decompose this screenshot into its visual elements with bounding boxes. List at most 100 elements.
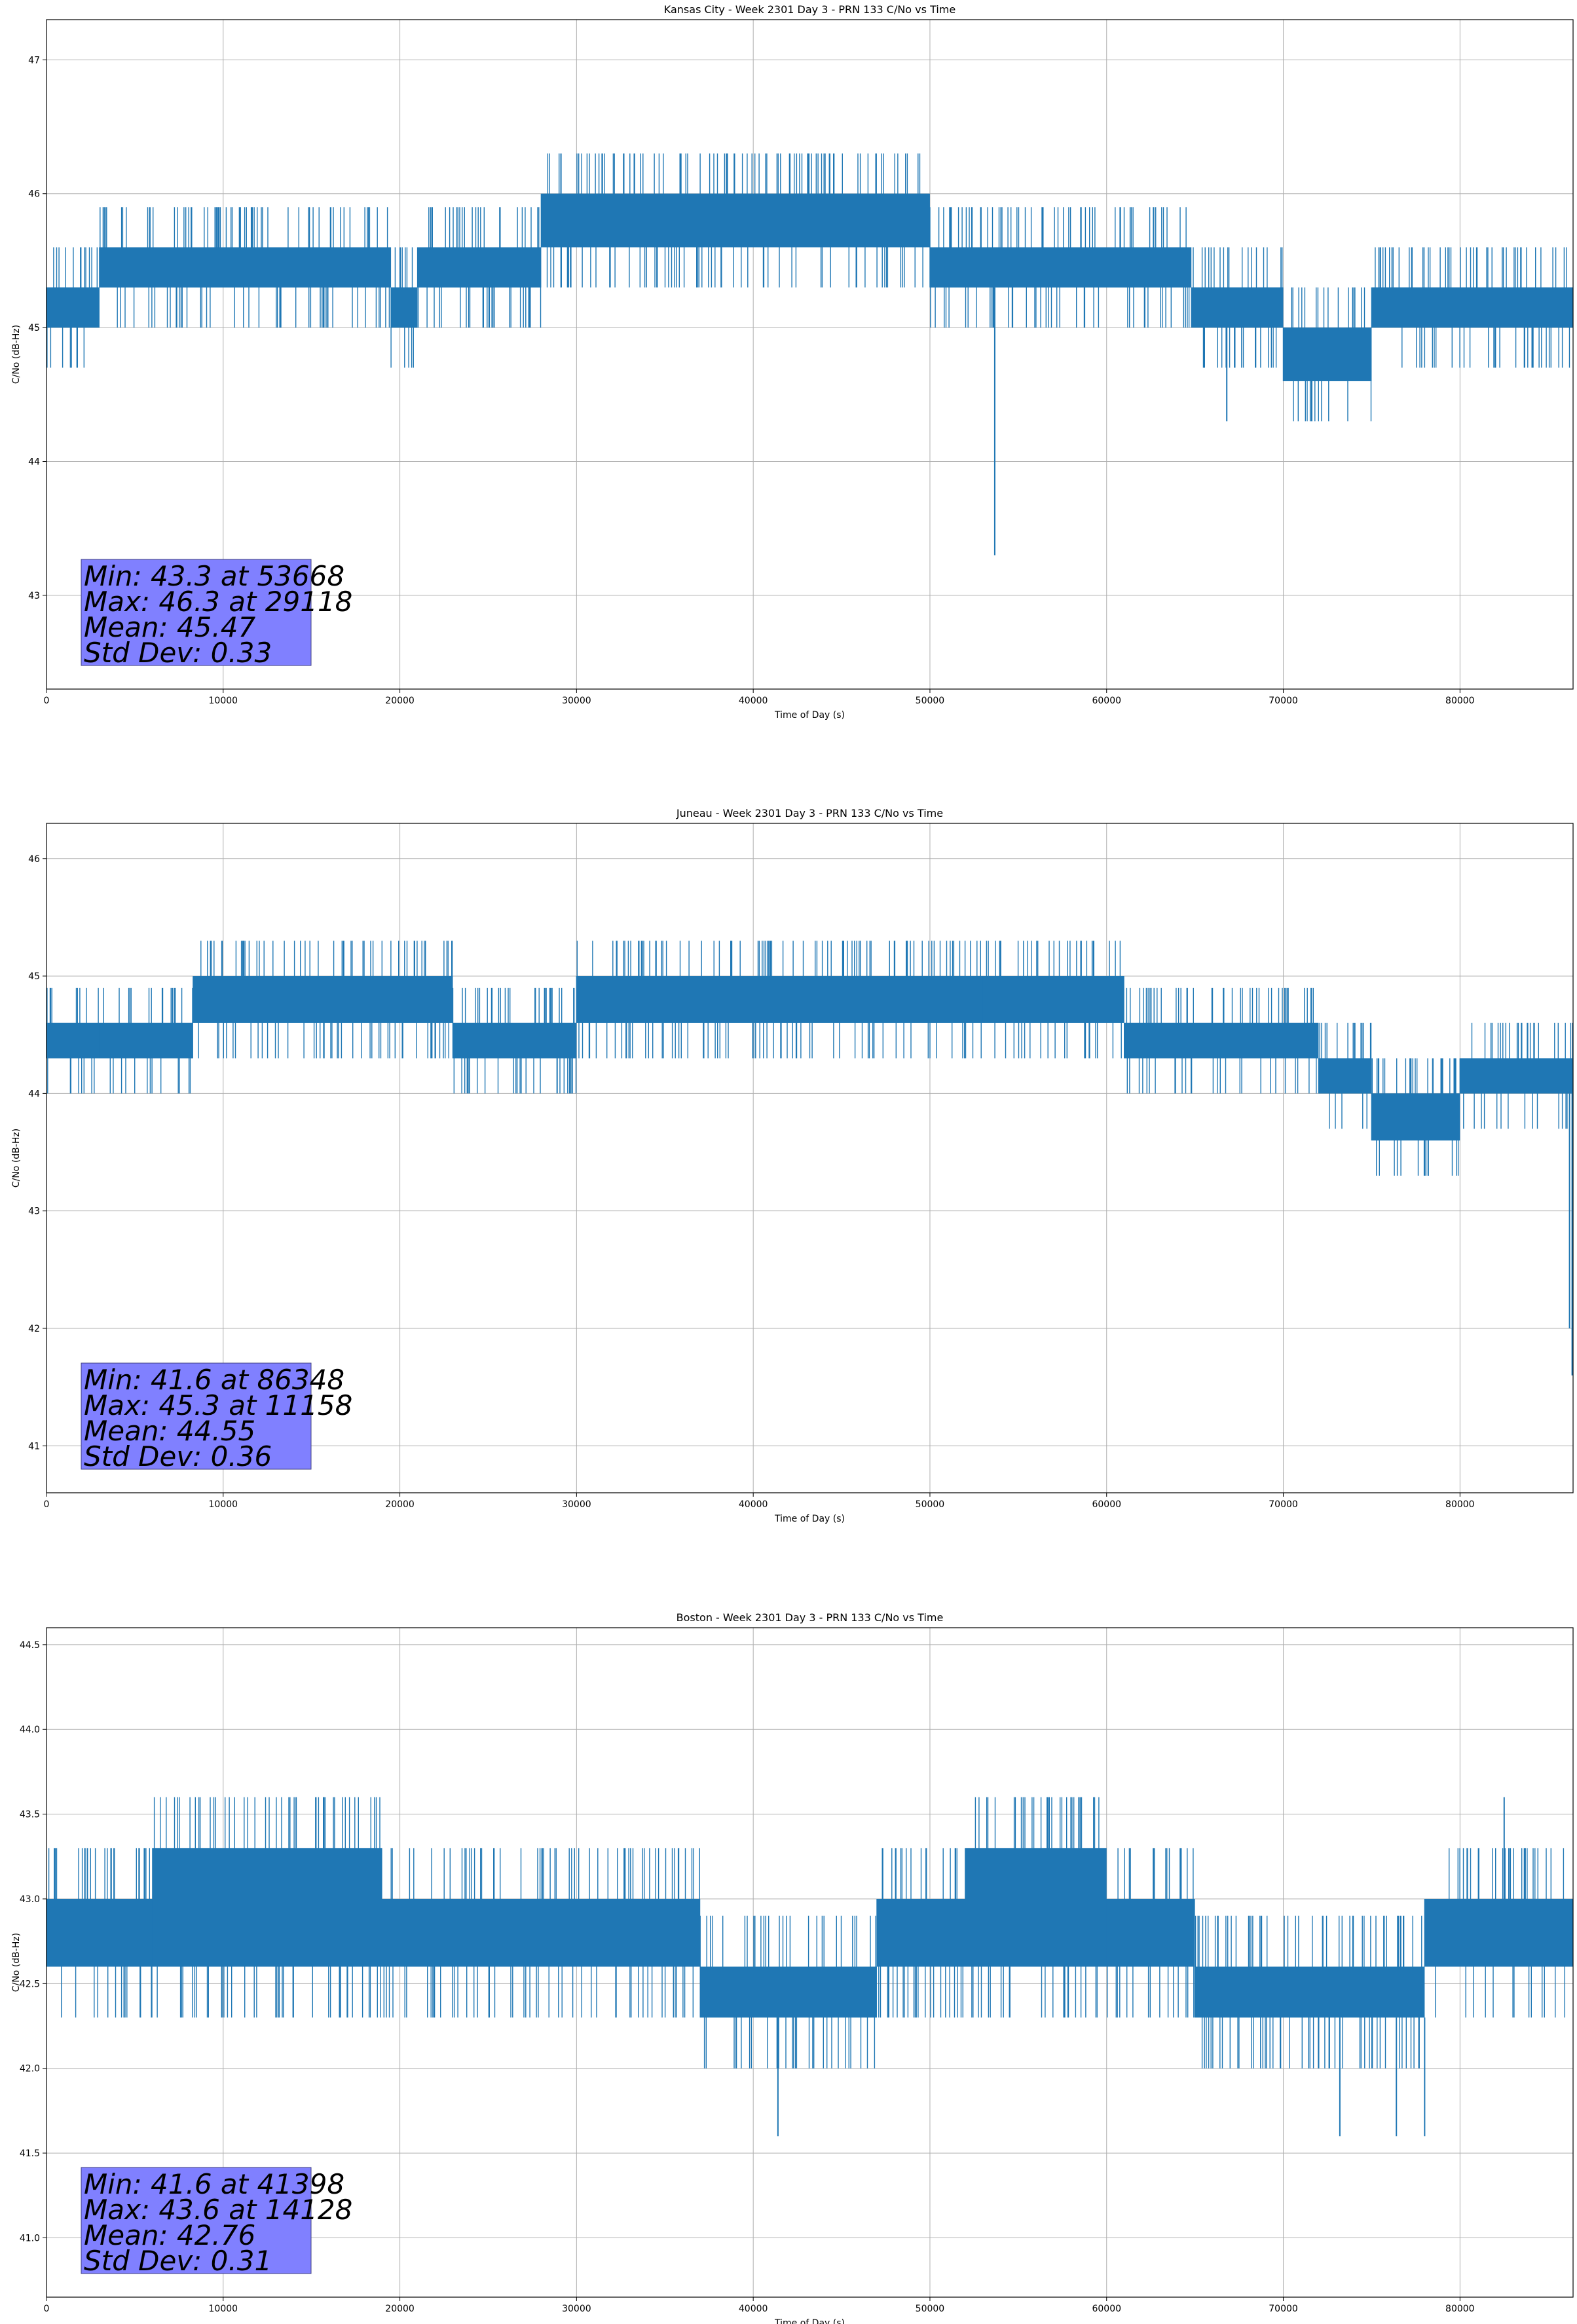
x-tick-label: 60000 <box>1092 696 1121 706</box>
chart-panel-3: Boston - Week 2301 Day 3 - PRN 133 C/No … <box>11 1611 1574 2324</box>
series-cno <box>46 153 1573 555</box>
series-band <box>1106 1898 1195 1967</box>
y-tick-label: 47 <box>28 55 40 66</box>
series-band <box>700 1966 878 2018</box>
series-band <box>1460 1058 1573 1094</box>
series-band <box>46 1022 100 1059</box>
x-tick-label: 60000 <box>1092 2304 1121 2314</box>
stats-line: Std Dev: 0.31 <box>84 2245 272 2277</box>
y-tick-label: 46 <box>28 189 40 200</box>
x-tick-label: 20000 <box>385 2304 415 2314</box>
series-band <box>1195 1966 1354 2018</box>
x-tick-label: 70000 <box>1269 1499 1298 1510</box>
series-band <box>193 976 453 1023</box>
y-tick-label: 45 <box>28 971 40 982</box>
stats-line: Min: 41.6 at 41398 <box>84 2168 344 2200</box>
y-axis-label: C/No (dB-Hz) <box>11 325 22 384</box>
y-tick-label: 42.0 <box>20 2064 40 2074</box>
x-tick-label: 20000 <box>385 1499 415 1510</box>
stats-line: Mean: 42.76 <box>84 2219 255 2251</box>
series-band <box>1354 1966 1425 2018</box>
series-band <box>382 1898 701 1967</box>
series-band <box>1191 287 1284 328</box>
x-tick-label: 0 <box>44 2304 50 2314</box>
axes-frame <box>46 19 1574 690</box>
x-tick-label: 40000 <box>739 1499 768 1510</box>
x-tick-label: 80000 <box>1445 696 1475 706</box>
x-tick-label: 50000 <box>916 1499 945 1510</box>
stats-line: Mean: 44.55 <box>84 1415 255 1447</box>
series-band <box>1424 1898 1573 1967</box>
series-cno <box>46 1797 1573 2137</box>
x-tick-label: 10000 <box>209 1499 238 1510</box>
stats-box <box>81 559 312 666</box>
chart-title: Juneau - Week 2301 Day 3 - PRN 133 C/No … <box>676 807 943 819</box>
series-band <box>99 1022 193 1059</box>
x-tick-label: 70000 <box>1269 696 1298 706</box>
series-band <box>46 287 100 328</box>
y-tick-label: 43 <box>28 591 40 601</box>
axes-frame <box>46 1627 1574 2298</box>
series-band <box>417 247 542 288</box>
y-tick-label: 41 <box>28 1441 40 1452</box>
series-cno <box>46 941 1573 1376</box>
y-tick-label: 44 <box>28 1089 40 1099</box>
x-axis-label: Time of Day (s) <box>774 710 845 721</box>
series-band <box>965 1848 1107 1967</box>
stats-line: Std Dev: 0.33 <box>84 637 272 669</box>
stats-line: Max: 46.3 at 29118 <box>84 586 352 618</box>
axes-frame <box>46 823 1574 1493</box>
y-axis-label: C/No (dB-Hz) <box>11 1129 22 1188</box>
series-band <box>152 1848 382 1967</box>
series-band <box>1283 328 1372 381</box>
stats-line: Mean: 45.47 <box>84 611 255 643</box>
series-band <box>929 247 1192 288</box>
x-tick-label: 30000 <box>562 1499 591 1510</box>
chart-title: Kansas City - Week 2301 Day 3 - PRN 133 … <box>664 3 955 16</box>
y-tick-label: 44.0 <box>20 1725 40 1735</box>
x-axis-label: Time of Day (s) <box>774 1514 845 1524</box>
y-tick-label: 45 <box>28 323 40 333</box>
chart-title: Boston - Week 2301 Day 3 - PRN 133 C/No … <box>677 1611 944 1624</box>
stats-box <box>81 1362 312 1470</box>
series-band <box>46 1898 153 1967</box>
stats-line: Std Dev: 0.36 <box>84 1440 272 1472</box>
y-tick-label: 41.0 <box>20 2233 40 2243</box>
x-tick-label: 80000 <box>1445 1499 1475 1510</box>
series-band <box>391 287 418 328</box>
x-tick-label: 20000 <box>385 696 415 706</box>
series-band <box>877 1898 965 1967</box>
chart-panel-2: Juneau - Week 2301 Day 3 - PRN 133 C/No … <box>11 807 1574 1524</box>
stats-line: Max: 43.6 at 14128 <box>84 2194 352 2226</box>
stats-box <box>81 2167 312 2274</box>
series-band <box>541 193 930 248</box>
x-tick-label: 50000 <box>916 2304 945 2314</box>
x-tick-label: 0 <box>44 696 50 706</box>
x-tick-label: 10000 <box>209 696 238 706</box>
x-tick-label: 50000 <box>916 696 945 706</box>
series-band <box>982 976 1124 1023</box>
series-band <box>1318 1058 1372 1094</box>
y-tick-label: 43 <box>28 1207 40 1217</box>
x-tick-label: 30000 <box>562 2304 591 2314</box>
y-axis-label: C/No (dB-Hz) <box>11 1933 22 1992</box>
series-band <box>1124 1022 1319 1059</box>
x-tick-label: 40000 <box>739 696 768 706</box>
chart-panel-1: Kansas City - Week 2301 Day 3 - PRN 133 … <box>11 3 1574 721</box>
y-tick-label: 46 <box>28 854 40 865</box>
y-tick-label: 44.5 <box>20 1640 40 1651</box>
y-tick-label: 43.5 <box>20 1810 40 1820</box>
y-tick-label: 43.0 <box>20 1894 40 1905</box>
x-tick-label: 60000 <box>1092 1499 1121 1510</box>
x-tick-label: 30000 <box>562 696 591 706</box>
x-axis-label: Time of Day (s) <box>774 2318 845 2324</box>
x-tick-label: 40000 <box>739 2304 768 2314</box>
stats-line: Max: 45.3 at 11158 <box>84 1389 352 1421</box>
x-tick-label: 70000 <box>1269 2304 1298 2314</box>
series-band <box>576 976 983 1023</box>
x-tick-label: 80000 <box>1445 2304 1475 2314</box>
series-band <box>99 247 392 288</box>
x-tick-label: 0 <box>44 1499 50 1510</box>
series-band <box>453 1022 577 1059</box>
stats-line: Min: 41.6 at 86348 <box>84 1364 344 1396</box>
